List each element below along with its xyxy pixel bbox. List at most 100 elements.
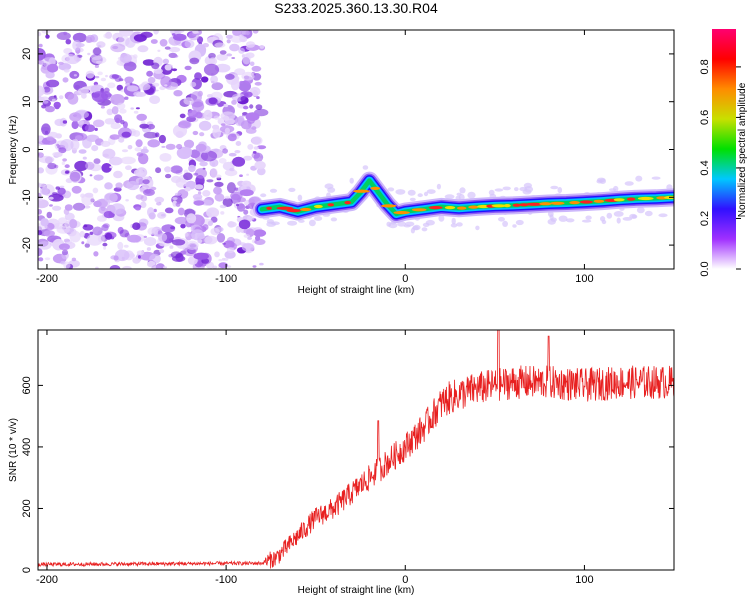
noise-blob [159,39,168,47]
noise-blob [102,242,108,247]
hotspot [525,202,543,206]
noise-blob [176,143,183,150]
colorbar-tick-label: 0.8 [699,59,711,74]
noise-blob [122,265,132,269]
noise-blob [137,45,149,53]
halo-blob [475,225,480,231]
noise-blob [38,197,43,201]
noise-blob [247,144,254,150]
halo-blob [644,210,653,217]
noise-blob [203,63,220,76]
noise-blob [222,197,233,207]
noise-blob [84,124,96,132]
noise-blob [210,168,218,178]
noise-blob [213,115,220,120]
x-tick-label: -100 [215,574,237,586]
x-tick-label: 0 [402,273,408,285]
noise-blob [234,68,246,76]
noise-blob [94,64,99,68]
snr-x-axis-label: Height of straight line (km) [298,585,415,596]
noise-blob [77,119,84,125]
noise-blob [224,127,230,134]
noise-blob [153,68,163,74]
noise-blob [184,187,191,192]
halo-blob [395,189,406,195]
halo-blob [547,211,554,217]
halo-blob [410,227,415,234]
noise-blob [189,57,200,65]
noise-blob [125,37,136,48]
noise-blob [119,229,130,238]
noise-blob [236,203,246,212]
noise-blob [220,111,236,121]
noise-blob [110,122,121,130]
noise-blob [54,118,65,127]
noise-blob [193,252,209,260]
noise-blob [208,97,218,105]
halo-blob [514,187,519,192]
hotspot [353,189,370,193]
noise-blob [173,90,183,97]
noise-blob [251,136,263,146]
noise-blob [194,72,202,80]
noise-blob [214,181,224,187]
ridge-hotspots [266,186,674,215]
noise-blob [149,95,161,104]
noise-blob [254,238,266,245]
noise-blob [126,85,139,92]
noise-blob [126,180,140,191]
noise-blob [212,127,222,139]
x-tick-label: -200 [36,574,58,586]
halo-blob [423,191,429,197]
noise-blob [102,148,116,159]
noise-blob [227,133,237,142]
noise-blob [48,193,64,202]
noise-blob [139,123,149,129]
y-tick-label: -10 [21,189,33,205]
noise-blob [114,75,122,82]
noise-blob [246,173,250,176]
noise-blob [252,30,259,34]
x-tick-label: 0 [402,574,408,586]
noise-blob [243,105,249,110]
noise-blob [235,141,242,146]
noise-blob [245,112,260,121]
noise-blob [78,149,87,154]
noise-blob [255,104,263,110]
y-tick-label: 200 [21,499,33,517]
colorbar-tick-label: 0.2 [699,211,711,226]
noise-blob [232,156,246,167]
noise-blob [91,91,108,103]
hotspot [266,206,272,210]
noise-blob [100,140,111,147]
noise-blob [81,241,85,245]
noise-blob [47,162,57,170]
halo-blob [324,183,334,189]
noise-blob [164,84,168,87]
noise-blob [58,61,64,65]
hotspot [569,201,580,205]
noise-blob [83,205,91,209]
noise-blob [192,101,205,112]
noise-blob [247,215,255,221]
noise-blob [158,134,166,144]
noise-blob [59,95,64,100]
halo-blob [436,183,441,190]
noise-blob [159,153,172,162]
halo-blob [502,220,508,227]
halo-blob [407,189,416,196]
snr-axis-ticks: -200 -100 0 100 0 200 400 600 [21,330,674,586]
noise-blob [161,213,166,217]
noise-blob [93,174,104,181]
noise-blob [109,265,121,269]
halo-blob [581,219,592,223]
noise-blob [79,230,85,238]
noise-blob [95,266,99,269]
noise-blob [226,53,233,57]
noise-blob [175,202,181,207]
noise-blob [43,86,51,93]
noise-blob [138,153,149,165]
noise-blob [105,232,113,240]
halo-blob [658,213,668,218]
